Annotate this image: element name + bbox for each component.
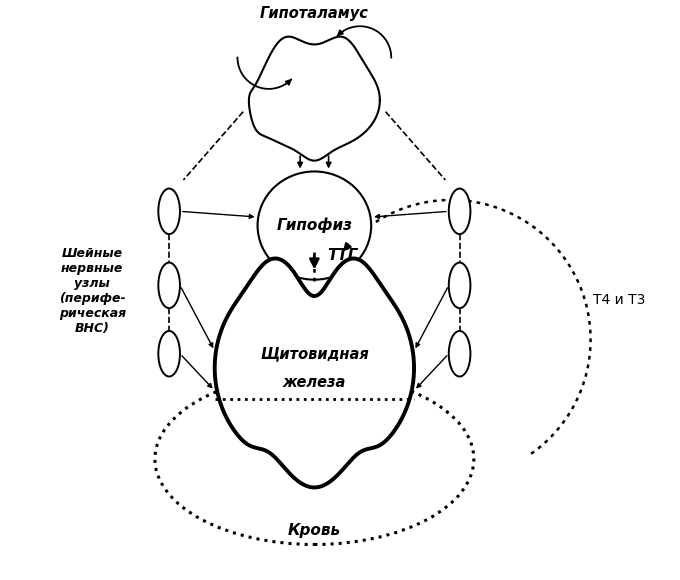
Ellipse shape [449, 188, 471, 234]
Text: Щитовидная: Щитовидная [260, 346, 369, 361]
Ellipse shape [449, 331, 471, 376]
Ellipse shape [449, 263, 471, 308]
Text: Гипоталамус: Гипоталамус [260, 6, 369, 21]
Text: Шейные
нервные
узлы
(перифе-
рическая
ВНС): Шейные нервные узлы (перифе- рическая ВН… [58, 247, 126, 335]
Polygon shape [215, 259, 414, 487]
Text: Кровь: Кровь [288, 523, 341, 538]
Text: Гипофиз: Гипофиз [276, 218, 352, 233]
Text: железа: железа [283, 375, 346, 390]
Ellipse shape [258, 172, 371, 280]
Polygon shape [249, 37, 380, 161]
Ellipse shape [158, 263, 180, 308]
Text: Т4 и Т3: Т4 и Т3 [288, 423, 341, 437]
Text: Т4 и Т3: Т4 и Т3 [594, 293, 646, 307]
Text: ТТГ: ТТГ [327, 248, 358, 263]
Ellipse shape [158, 331, 180, 376]
Ellipse shape [158, 188, 180, 234]
